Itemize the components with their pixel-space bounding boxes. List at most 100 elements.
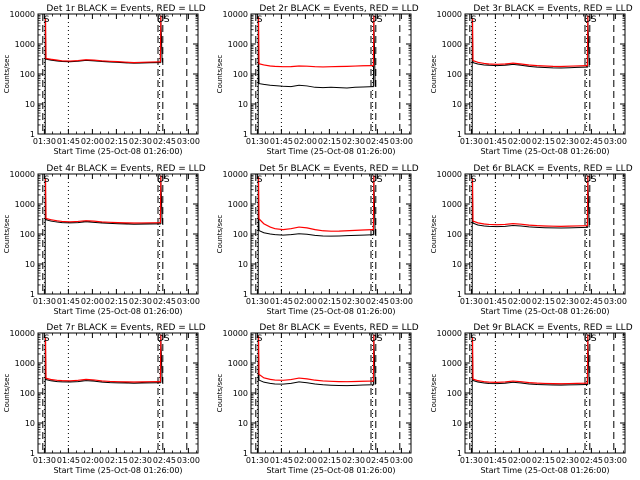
marker-label-ds: DS [157,334,170,344]
lld-series-line [44,15,162,64]
x-tick-label: 03:00 [390,456,413,465]
x-tick-label: 02:30 [342,297,365,306]
chart-panel-9: Det 9r BLACK = Events, RED = LLD Counts/s… [430,323,633,475]
chart-title: Det 5r BLACK = Events, RED = LLD [259,164,418,174]
y-tick-label: 1 [457,130,462,139]
x-tick-label: 03:00 [604,456,627,465]
marker-label-ds: DS [157,15,170,25]
y-tick-label: 100 [447,230,462,239]
x-tick-label: 02:15 [532,456,555,465]
y-tick-label: 1 [243,449,248,458]
y-tick-label: 10000 [223,10,248,19]
x-tick-label: 02:45 [153,456,176,465]
x-tick-label: 03:00 [177,456,200,465]
x-tick-label: 03:00 [390,137,413,146]
x-tick-label: 02:00 [508,137,531,146]
x-tick-label: 02:00 [508,456,531,465]
events-series-line [257,175,376,294]
chart-title: Det 4r BLACK = Events, RED = LLD [46,164,205,174]
events-series-line [257,334,376,453]
x-tick-label: 01:45 [484,137,507,146]
marker-label-ds: DS [157,175,170,185]
x-tick-label: 02:00 [294,297,317,306]
y-tick-label: 10 [452,100,462,109]
y-axis-label: Counts/sec [3,374,11,413]
chart-panel-4: Det 4r BLACK = Events, RED = LLD Counts/s… [3,164,206,316]
chart-title: Det 8r BLACK = Events, RED = LLD [259,323,418,333]
x-tick-label: 02:45 [580,137,603,146]
x-tick-label: 03:00 [390,297,413,306]
x-axis-label: Start Time (25-Oct-08 01:26:00) [266,307,395,316]
x-tick-label: 01:30 [246,456,269,465]
y-tick-label: 100 [20,70,35,79]
y-tick-label: 10000 [437,10,462,19]
plot-frame [250,173,412,295]
lld-series-line [44,175,162,224]
y-tick-label: 1 [30,449,35,458]
y-tick-label: 1 [457,449,462,458]
y-axis-label: Counts/sec [216,55,224,94]
x-tick-label: 02:15 [318,456,341,465]
y-tick-label: 100 [447,389,462,398]
x-tick-label: 02:30 [556,137,579,146]
x-tick-label: 01:30 [33,297,56,306]
y-tick-label: 10 [25,100,35,109]
y-tick-label: 1000 [15,359,35,368]
x-tick-label: 02:00 [294,137,317,146]
events-series-line [44,334,163,453]
x-axis-label: Start Time (25-Oct-08 01:26:00) [480,466,609,475]
y-tick-label: 10000 [10,10,35,19]
lld-series-line [257,334,375,383]
x-tick-label: 02:15 [318,137,341,146]
y-tick-label: 1000 [442,40,462,49]
x-tick-label: 02:45 [153,137,176,146]
x-axis-label: Start Time (25-Oct-08 01:26:00) [480,307,609,316]
x-tick-label: 02:30 [556,297,579,306]
chart-panel-6: Det 6r BLACK = Events, RED = LLD Counts/s… [430,164,633,316]
marker-label-ds: DS [584,175,597,185]
y-tick-label: 100 [447,70,462,79]
x-tick-label: 03:00 [177,137,200,146]
x-tick-label: 02:00 [294,456,317,465]
marker-label-ds: DS [584,15,597,25]
y-tick-label: 1000 [442,359,462,368]
x-tick-label: 02:45 [580,297,603,306]
chart-title: Det 6r BLACK = Events, RED = LLD [473,164,632,174]
y-tick-label: 100 [20,230,35,239]
y-tick-label: 1000 [442,200,462,209]
x-tick-label: 01:45 [270,456,293,465]
x-tick-label: 02:00 [81,137,104,146]
chart-panel-8: Det 8r BLACK = Events, RED = LLD Counts/s… [216,323,419,475]
marker-label-s: S [257,15,263,25]
chart-panel-2: Det 2r BLACK = Events, RED = LLD Counts/s… [216,4,419,156]
y-tick-label: 10000 [437,170,462,179]
x-axis-label: Start Time (25-Oct-08 01:26:00) [53,466,182,475]
plot-frame [250,13,412,135]
plot-frame [464,173,626,295]
x-tick-label: 01:45 [57,297,80,306]
chart-panel-1: Det 1r BLACK = Events, RED = LLD Counts/s… [3,4,206,156]
plot-frame [464,332,626,454]
y-tick-label: 1 [243,290,248,299]
chart-title: Det 1r BLACK = Events, RED = LLD [46,4,205,14]
x-tick-label: 01:30 [460,456,483,465]
plot-frame [37,332,199,454]
y-axis-label: Counts/sec [430,55,438,94]
y-tick-label: 1 [457,290,462,299]
lld-series-line [257,175,375,232]
x-tick-label: 02:30 [129,137,152,146]
x-tick-label: 01:45 [57,456,80,465]
marker-label-s: S [471,175,477,185]
y-tick-label: 10 [452,260,462,269]
lld-series-line [44,334,162,383]
marker-label-ds: DS [370,334,383,344]
chart-title: Det 2r BLACK = Events, RED = LLD [259,4,418,14]
y-tick-label: 100 [233,389,248,398]
y-tick-label: 1000 [15,40,35,49]
y-tick-label: 10 [238,419,248,428]
y-tick-label: 10 [25,260,35,269]
x-tick-label: 03:00 [604,297,627,306]
chart-panel-5: Det 5r BLACK = Events, RED = LLD Counts/s… [216,164,419,316]
x-tick-label: 02:15 [105,297,128,306]
x-tick-label: 01:30 [33,137,56,146]
